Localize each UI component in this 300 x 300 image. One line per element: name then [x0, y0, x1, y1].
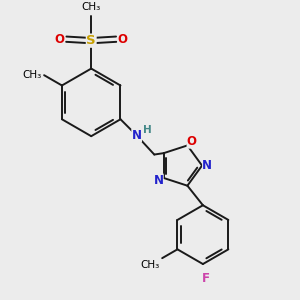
Text: CH₃: CH₃: [22, 70, 41, 80]
Text: CH₃: CH₃: [140, 260, 159, 270]
Text: O: O: [187, 135, 197, 148]
Text: O: O: [118, 33, 128, 46]
Text: S: S: [86, 34, 96, 47]
Text: F: F: [202, 272, 210, 285]
Text: O: O: [55, 33, 65, 46]
Text: CH₃: CH₃: [82, 2, 101, 12]
Text: N: N: [154, 174, 164, 187]
Text: N: N: [132, 129, 142, 142]
Text: N: N: [202, 159, 212, 172]
Text: H: H: [143, 125, 152, 135]
